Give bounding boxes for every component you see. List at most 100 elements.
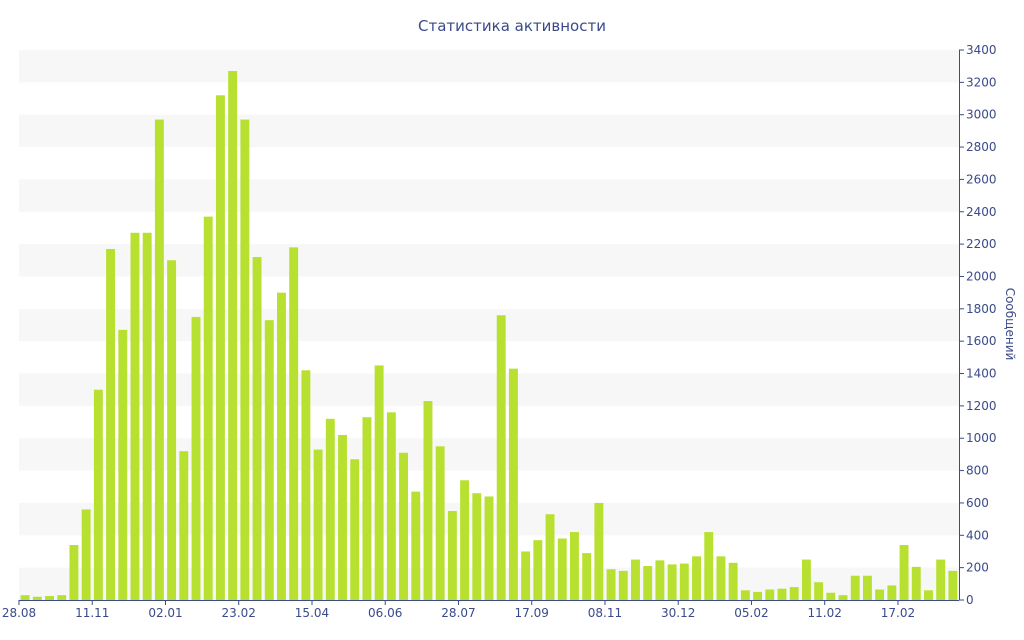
bar[interactable]: [228, 71, 238, 600]
bar[interactable]: [81, 509, 91, 600]
bar[interactable]: [862, 575, 872, 600]
bar[interactable]: [643, 566, 653, 600]
x-tick-label: 06.06: [368, 606, 402, 620]
bar[interactable]: [325, 418, 335, 600]
x-tick-label: 02.01: [148, 606, 182, 620]
bar[interactable]: [716, 556, 726, 600]
bar[interactable]: [533, 540, 543, 600]
bar[interactable]: [252, 257, 262, 600]
bar[interactable]: [606, 569, 616, 600]
bar[interactable]: [460, 480, 470, 600]
bar[interactable]: [887, 585, 897, 600]
bar[interactable]: [948, 570, 958, 600]
bar[interactable]: [191, 316, 201, 600]
bar[interactable]: [411, 491, 421, 600]
bar[interactable]: [215, 95, 225, 600]
bar[interactable]: [814, 582, 824, 600]
bar[interactable]: [631, 559, 640, 600]
bar[interactable]: [850, 575, 860, 600]
bar[interactable]: [179, 451, 189, 600]
bar[interactable]: [838, 595, 848, 600]
bar[interactable]: [740, 590, 750, 600]
y-tick-label: 200: [966, 561, 989, 575]
bar[interactable]: [667, 564, 677, 600]
grid-band: [19, 50, 959, 83]
bar[interactable]: [435, 446, 445, 600]
bar[interactable]: [570, 532, 579, 600]
bar[interactable]: [679, 563, 689, 600]
bar[interactable]: [399, 452, 408, 600]
bar[interactable]: [301, 370, 311, 600]
bar[interactable]: [313, 449, 323, 600]
y-tick-label: 1600: [966, 334, 997, 348]
x-tick-label: 05.02: [734, 606, 768, 620]
bar[interactable]: [362, 417, 372, 600]
bar[interactable]: [289, 247, 299, 600]
bar[interactable]: [655, 560, 665, 600]
bar[interactable]: [203, 216, 213, 600]
y-tick-label: 3000: [966, 108, 997, 122]
x-tick-label: 28.07: [441, 606, 475, 620]
bar[interactable]: [130, 232, 140, 601]
bar[interactable]: [753, 591, 763, 600]
bar[interactable]: [264, 320, 274, 600]
bar[interactable]: [545, 514, 555, 600]
y-axis-label: Сообщений: [1003, 288, 1017, 361]
bar[interactable]: [69, 545, 79, 600]
grid-band: [19, 179, 959, 212]
bar[interactable]: [936, 559, 946, 600]
bar[interactable]: [350, 459, 360, 600]
bar[interactable]: [582, 553, 592, 600]
bar[interactable]: [167, 260, 177, 600]
bar[interactable]: [911, 566, 921, 600]
bar[interactable]: [557, 538, 567, 600]
bar[interactable]: [338, 435, 347, 600]
bar[interactable]: [789, 587, 799, 600]
bar[interactable]: [692, 556, 701, 600]
chart-title: Статистика активности: [418, 17, 606, 35]
bar[interactable]: [704, 532, 714, 600]
bar[interactable]: [118, 329, 128, 600]
bar[interactable]: [875, 589, 885, 600]
bar[interactable]: [447, 511, 457, 600]
bar[interactable]: [93, 389, 103, 600]
bar[interactable]: [472, 493, 482, 600]
bar[interactable]: [57, 595, 67, 600]
bar[interactable]: [899, 545, 909, 600]
bar[interactable]: [484, 496, 494, 600]
bar[interactable]: [496, 315, 506, 600]
y-tick-label: 400: [966, 528, 989, 542]
y-tick-label: 2400: [966, 205, 997, 219]
y-tick-label: 800: [966, 464, 989, 478]
x-tick-label: 08.11: [588, 606, 622, 620]
bar[interactable]: [106, 248, 116, 600]
bar[interactable]: [45, 595, 54, 600]
y-tick-label: 2800: [966, 140, 997, 154]
bar[interactable]: [777, 588, 787, 600]
axes-group: 0 200 400 600 800 1000 1200 1400 1600 1800 2000 220…: [2, 43, 997, 620]
bar[interactable]: [826, 592, 836, 600]
bar[interactable]: [20, 595, 30, 600]
x-tick-label: 11.02: [808, 606, 842, 620]
bar[interactable]: [240, 119, 250, 600]
y-tick-label: 1400: [966, 367, 997, 381]
bar[interactable]: [277, 292, 286, 600]
bar[interactable]: [618, 570, 628, 600]
bar[interactable]: [154, 119, 164, 600]
bar[interactable]: [142, 232, 152, 601]
bar[interactable]: [728, 562, 738, 600]
bars-group: [20, 71, 958, 601]
bar[interactable]: [423, 401, 433, 600]
bar[interactable]: [924, 590, 933, 600]
bar[interactable]: [508, 368, 518, 600]
bar[interactable]: [374, 365, 384, 600]
bar[interactable]: [32, 596, 42, 600]
y-tick-label: 3200: [966, 75, 997, 89]
bar[interactable]: [386, 412, 396, 600]
bar[interactable]: [765, 589, 775, 600]
bar[interactable]: [801, 559, 811, 600]
grid-band: [19, 114, 959, 148]
bar[interactable]: [521, 551, 531, 600]
bar[interactable]: [594, 502, 604, 600]
